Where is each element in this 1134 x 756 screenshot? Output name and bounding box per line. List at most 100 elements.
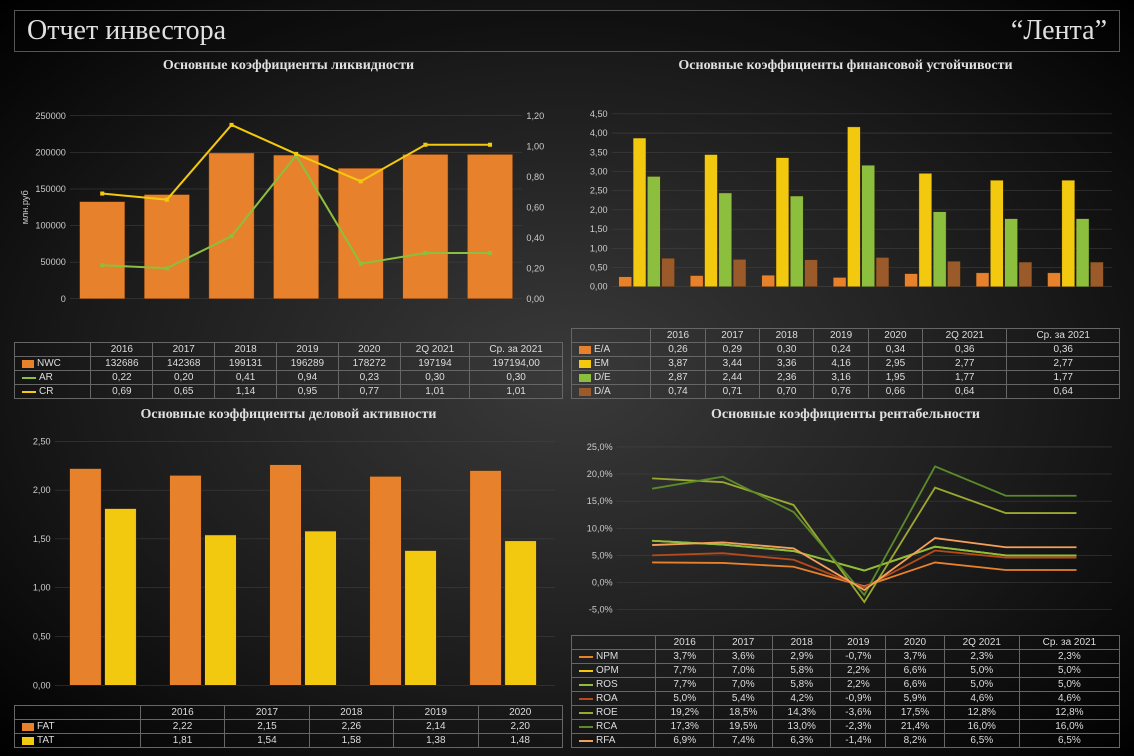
cell: 16,0%: [944, 720, 1019, 734]
cell: 3,7%: [886, 650, 944, 664]
svg-text:1,50: 1,50: [33, 534, 51, 544]
svg-text:0,40: 0,40: [526, 233, 544, 243]
cell: 4,6%: [1019, 692, 1119, 706]
col-header: 2016: [91, 343, 153, 357]
col-header: 2016: [140, 706, 224, 720]
cell: 2,44: [705, 371, 759, 385]
cell: 197194: [400, 357, 470, 371]
cell: 1,54: [225, 734, 309, 748]
cell: 8,2%: [886, 734, 944, 748]
svg-text:1,20: 1,20: [526, 111, 544, 121]
cell: 5,9%: [886, 692, 944, 706]
cell: 0,77: [338, 385, 400, 399]
svg-text:0,00: 0,00: [33, 681, 51, 691]
series-label: OPM: [572, 664, 656, 678]
col-header: 2019: [831, 636, 886, 650]
col-header: 2017: [153, 343, 215, 357]
activity-chart: 0,000,501,001,502,002,50: [14, 426, 563, 705]
cell: 2,20: [478, 720, 562, 734]
cell: 6,6%: [886, 678, 944, 692]
svg-text:50000: 50000: [40, 258, 65, 268]
cell: 3,7%: [656, 650, 714, 664]
cell: 0,41: [215, 371, 277, 385]
cell: 1,81: [140, 734, 224, 748]
series-label: E/A: [572, 343, 651, 357]
company-name: “Лента”: [1011, 15, 1107, 47]
panel-activity-title: Основные коэффициенты деловой активности: [14, 407, 563, 422]
cell: 5,0%: [1019, 678, 1119, 692]
svg-text:0,00: 0,00: [590, 282, 608, 292]
cell: 5,0%: [944, 664, 1019, 678]
cell: 2,9%: [772, 650, 830, 664]
svg-text:0: 0: [61, 294, 66, 304]
cell: 2,95: [868, 357, 922, 371]
report-header: Отчет инвестора “Лента”: [14, 10, 1120, 52]
svg-text:2,00: 2,00: [33, 486, 51, 496]
cell: 1,58: [309, 734, 393, 748]
liquidity-chart: 0500001000001500002000002500000,000,200,…: [14, 77, 563, 342]
series-label: TAT: [15, 734, 141, 748]
cell: 6,5%: [944, 734, 1019, 748]
cell: 0,64: [923, 385, 1007, 399]
svg-text:25,0%: 25,0%: [587, 442, 613, 452]
cell: 0,74: [651, 385, 705, 399]
cell: 5,4%: [714, 692, 772, 706]
cell: 0,36: [1007, 343, 1120, 357]
cell: -1,4%: [831, 734, 886, 748]
cell: -3,6%: [831, 706, 886, 720]
cell: 1,01: [400, 385, 470, 399]
cell: 0,24: [814, 343, 868, 357]
panel-activity: Основные коэффициенты деловой активности…: [14, 407, 563, 748]
col-header: 2020: [886, 636, 944, 650]
svg-text:-5,0%: -5,0%: [589, 605, 613, 615]
cell: 5,0%: [656, 692, 714, 706]
cell: -0,7%: [831, 650, 886, 664]
cell: 2,87: [651, 371, 705, 385]
series-label: D/A: [572, 385, 651, 399]
cell: 2,2%: [831, 664, 886, 678]
svg-text:100000: 100000: [35, 221, 65, 231]
col-header: 2019: [394, 706, 478, 720]
cell: 1,77: [923, 371, 1007, 385]
cell: 0,30: [400, 371, 470, 385]
svg-text:15,0%: 15,0%: [587, 497, 613, 507]
cell: 0,23: [338, 371, 400, 385]
svg-text:250000: 250000: [35, 111, 65, 121]
cell: 3,36: [760, 357, 814, 371]
series-label: D/E: [572, 371, 651, 385]
cell: 12,8%: [1019, 706, 1119, 720]
svg-text:0,60: 0,60: [526, 203, 544, 213]
col-header: 2018: [760, 329, 814, 343]
cell: 0,26: [651, 343, 705, 357]
cell: 16,0%: [1019, 720, 1119, 734]
cell: 5,0%: [1019, 664, 1119, 678]
cell: 7,0%: [714, 664, 772, 678]
svg-text:4,50: 4,50: [590, 109, 608, 119]
stability-chart-area: 0,000,501,001,502,002,503,003,504,004,50: [571, 77, 1120, 328]
series-label: RFA: [572, 734, 656, 748]
col-header: Ср. за 2021: [1007, 329, 1120, 343]
panel-liquidity: Основные коэффициенты ликвидности 050000…: [14, 58, 563, 399]
series-label: CR: [15, 385, 91, 399]
cell: 4,6%: [944, 692, 1019, 706]
report-title: Отчет инвестора: [27, 15, 226, 47]
cell: 19,2%: [656, 706, 714, 720]
col-header: 2016: [656, 636, 714, 650]
cell: 0,30: [760, 343, 814, 357]
cell: 6,6%: [886, 664, 944, 678]
svg-text:10,0%: 10,0%: [587, 524, 613, 534]
cell: 1,77: [1007, 371, 1120, 385]
cell: 0,76: [814, 385, 868, 399]
panel-profitability: Основные коэффициенты рентабельности -5,…: [571, 407, 1120, 748]
profitability-chart-area: -5,0%0,0%5,0%10,0%15,0%20,0%25,0%: [571, 426, 1120, 635]
cell: 0,95: [277, 385, 339, 399]
cell: 1,95: [868, 371, 922, 385]
col-header: 2019: [814, 329, 868, 343]
svg-text:2,00: 2,00: [590, 205, 608, 215]
cell: 178272: [338, 357, 400, 371]
svg-text:4,00: 4,00: [590, 128, 608, 138]
cell: -2,3%: [831, 720, 886, 734]
stability-chart: 0,000,501,001,502,002,503,003,504,004,50: [571, 77, 1120, 328]
svg-text:0,00: 0,00: [526, 294, 544, 304]
cell: 0,94: [277, 371, 339, 385]
